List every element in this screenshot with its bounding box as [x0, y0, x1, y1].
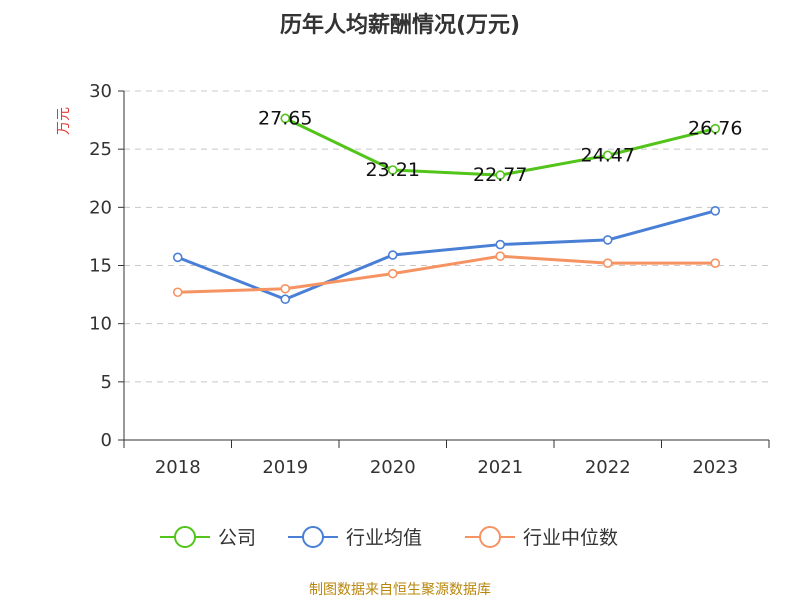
- y-tick-label: 20: [89, 197, 112, 218]
- source-note: 制图数据来自恒生聚源数据库: [309, 582, 491, 598]
- data-labels: 27.65 23.21 22.77 24.47 26.76: [258, 107, 742, 186]
- legend: 公司 行业均值 行业中位数: [160, 526, 618, 549]
- legend-item-1: 行业均值: [288, 526, 422, 549]
- y-axis-label: 万元: [56, 107, 72, 135]
- x-tick-label: 2021: [477, 457, 523, 478]
- series-line: [176, 254, 717, 294]
- data-point: [387, 268, 398, 279]
- legend-label: 行业均值: [346, 527, 422, 549]
- y-tick-label: 10: [89, 314, 112, 335]
- data-label: 24.47: [581, 144, 635, 166]
- y-tick-label: 25: [89, 139, 112, 160]
- data-point: [602, 235, 613, 245]
- series-lines: [172, 113, 721, 305]
- series-2: [172, 251, 721, 298]
- data-point: [495, 251, 506, 261]
- x-tick-label: 2020: [370, 457, 416, 478]
- y-tick-label: 30: [89, 81, 112, 102]
- legend-swatch-marker: [302, 526, 324, 548]
- x-tick-label: 2022: [585, 457, 631, 478]
- data-point: [602, 150, 613, 161]
- legend-swatch-marker: [174, 526, 196, 548]
- legend-item-2: 行业中位数: [465, 526, 618, 549]
- chart-title: 历年人均薪酬情况(万元): [280, 12, 520, 38]
- data-point: [387, 250, 398, 260]
- y-tick-label: 15: [89, 256, 112, 277]
- data-point: [172, 287, 183, 298]
- data-label: 22.77: [473, 164, 527, 186]
- legend-swatch-marker: [479, 526, 501, 548]
- data-point: [280, 283, 291, 294]
- axes: 0 5 10 15 20 25 30 2018 2019 2020 2021 2022 2023: [89, 81, 770, 478]
- data-label: 27.65: [258, 107, 312, 129]
- data-label: 23.21: [366, 159, 420, 181]
- data-point: [602, 258, 613, 268]
- grid-lines: [124, 90, 769, 383]
- data-point: [495, 170, 506, 180]
- y-tick-label: 0: [101, 430, 112, 451]
- data-point: [710, 206, 721, 216]
- legend-label: 公司: [218, 527, 256, 549]
- data-point: [280, 294, 291, 305]
- series-0: [280, 113, 721, 180]
- data-point: [280, 113, 291, 124]
- data-point: [710, 123, 721, 134]
- series-line: [176, 209, 717, 301]
- data-point: [710, 258, 721, 268]
- data-point: [172, 252, 183, 263]
- legend-item-0: 公司: [160, 526, 256, 549]
- series-1: [172, 206, 721, 305]
- legend-label: 行业中位数: [523, 527, 618, 549]
- data-point: [387, 165, 398, 175]
- x-tick-label: 2023: [692, 457, 738, 478]
- data-label: 26.76: [688, 118, 742, 140]
- x-tick-label: 2019: [262, 457, 308, 478]
- y-tick-label: 5: [101, 372, 112, 393]
- data-point: [495, 239, 506, 250]
- x-tick-label: 2018: [155, 457, 201, 478]
